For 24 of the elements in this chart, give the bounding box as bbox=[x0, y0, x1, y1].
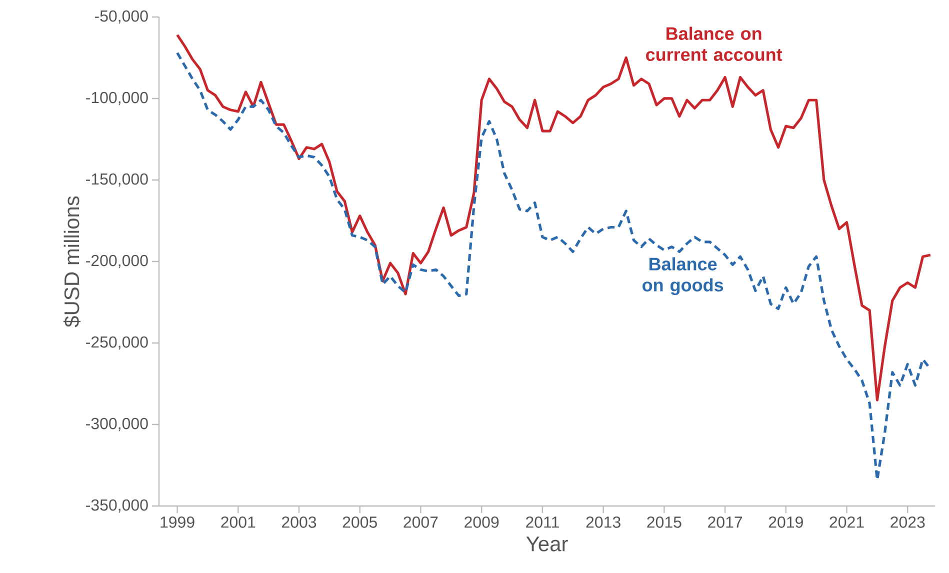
x-tick-label: 2019 bbox=[768, 516, 803, 528]
x-tick-label: 2009 bbox=[464, 516, 499, 528]
y-tick-label: -100,000 bbox=[86, 92, 148, 106]
x-tick-label: 2001 bbox=[221, 516, 256, 528]
x-tick-label: 2017 bbox=[708, 516, 742, 528]
x-tick-label: 2023 bbox=[890, 516, 925, 528]
x-tick-label: 2011 bbox=[526, 516, 559, 528]
x-tick-label: 2007 bbox=[404, 516, 438, 528]
y-tick-label: -150,000 bbox=[86, 173, 148, 187]
y-tick-label: -50,000 bbox=[94, 10, 148, 24]
y-axis-title: $USD millions bbox=[63, 196, 80, 328]
x-tick-label: 2015 bbox=[647, 516, 682, 528]
y-tick-label: -200,000 bbox=[86, 254, 148, 268]
x-axis-title: Year bbox=[526, 536, 568, 552]
x-tick-label: 1999 bbox=[160, 516, 194, 528]
x-tick-label: 2021 bbox=[830, 516, 864, 528]
series-label: Balance on goods bbox=[642, 257, 724, 296]
x-tick-label: 2003 bbox=[282, 516, 316, 528]
series-label: Balance on current account bbox=[646, 26, 782, 61]
x-tick-label: 2005 bbox=[342, 516, 377, 528]
y-tick-label: -350,000 bbox=[86, 499, 148, 513]
y-tick-label: -300,000 bbox=[86, 418, 148, 432]
y-tick-label: -250,000 bbox=[86, 336, 148, 350]
x-tick-label: 2013 bbox=[586, 516, 620, 528]
